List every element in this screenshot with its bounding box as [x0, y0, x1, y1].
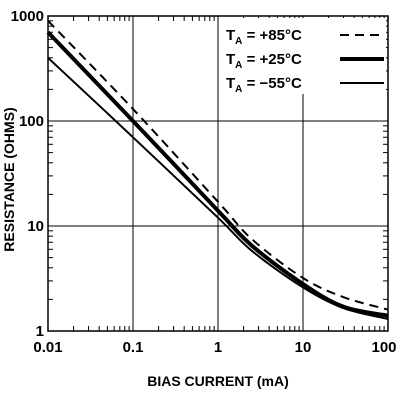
x-tick-label: 100: [371, 339, 396, 356]
legend-background: [220, 18, 386, 94]
legend-entry-subscript: A: [235, 36, 242, 47]
y-tick-label: 100: [19, 113, 44, 130]
legend-entry-symbol: T: [226, 51, 235, 68]
x-tick-label: 10: [295, 339, 312, 356]
y-axis-title: RESISTANCE (OHMS): [1, 107, 17, 251]
x-tick-label: 0.01: [33, 339, 62, 356]
y-tick-label: 10: [27, 218, 44, 235]
legend-entry-0: TA = +85°C: [226, 27, 302, 47]
x-axis-title: BIAS CURRENT (mA): [147, 373, 289, 389]
legend-entry-2: TA = −55°C: [226, 75, 302, 95]
x-tick-label: 1: [214, 339, 222, 356]
legend-entry-symbol: T: [226, 27, 235, 44]
legend-entry-1: TA = +25°C: [226, 51, 302, 71]
legend-entry-label: = +85°C: [242, 27, 302, 44]
legend-entry-symbol: T: [226, 75, 235, 92]
x-tick-labels: 0.01 0.1 1 10 100: [33, 339, 396, 356]
x-tick-label: 0.1: [123, 339, 144, 356]
y-tick-label: 1: [36, 323, 44, 340]
legend: TA = +85°CTA = +25°CTA = −55°C: [220, 18, 386, 95]
y-tick-labels: 1 10 100 1000: [11, 8, 44, 340]
legend-entry-label: = +25°C: [242, 51, 302, 68]
y-tick-label: 1000: [11, 8, 44, 25]
legend-entry-label: = −55°C: [242, 75, 302, 92]
series-layer: [46, 20, 389, 320]
series-line-0: [47, 20, 389, 311]
series-line-2: [47, 57, 389, 320]
legend-entry-subscript: A: [235, 84, 242, 95]
plot-frame: [47, 15, 389, 332]
series-line-1: [46, 30, 389, 318]
legend-entry-subscript: A: [235, 60, 242, 71]
